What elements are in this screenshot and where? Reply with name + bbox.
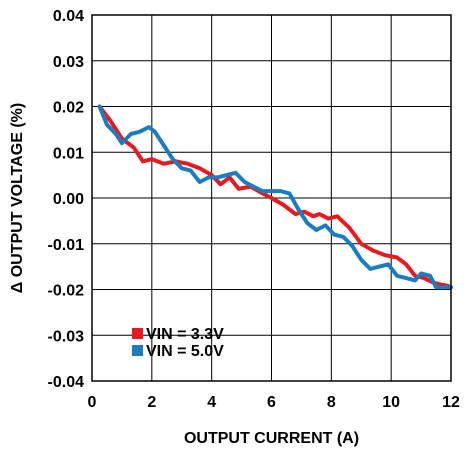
x-tick-label: 6 xyxy=(267,394,276,411)
x-tick-label: 10 xyxy=(382,394,400,411)
plot-frame xyxy=(91,14,452,382)
y-tick-label: 0.02 xyxy=(53,100,84,117)
series-line-0 xyxy=(97,104,450,288)
y-tick-label: 0.03 xyxy=(53,54,84,71)
x-axis-title: OUTPUT CURRENT (A) xyxy=(184,430,359,447)
x-tick-label: 4 xyxy=(207,394,216,411)
y-tick-label: -0.01 xyxy=(48,237,85,254)
y-tick-label: 0.04 xyxy=(53,8,84,25)
x-tick-label: 8 xyxy=(327,394,336,411)
x-tick-labels: 0 2 4 6 8 10 12 xyxy=(88,394,460,411)
y-tick-label: -0.04 xyxy=(48,374,85,391)
legend-swatch xyxy=(132,328,143,339)
y-tick-labels: 0.04 0.03 0.02 0.01 0.00 -0.01 -0.02 -0.03 -0.04 xyxy=(48,8,85,391)
x-tick-label: 12 xyxy=(442,394,460,411)
y-tick-label: 0.00 xyxy=(53,191,84,208)
y-tick-label: -0.03 xyxy=(48,328,85,345)
legend-label: VIN = 5.0V xyxy=(146,343,224,360)
legend-swatch xyxy=(132,345,143,356)
y-tick-label: -0.02 xyxy=(48,283,85,300)
series-line-1 xyxy=(97,104,453,290)
x-tick-label: 0 xyxy=(88,394,97,411)
y-tick-label: 0.01 xyxy=(53,145,84,162)
series-layer xyxy=(97,104,453,290)
legend-label: VIN = 3.3V xyxy=(146,326,224,343)
y-axis-title: Δ OUTPUT VOLTAGE (%) xyxy=(9,103,26,293)
x-tick-label: 2 xyxy=(147,394,156,411)
